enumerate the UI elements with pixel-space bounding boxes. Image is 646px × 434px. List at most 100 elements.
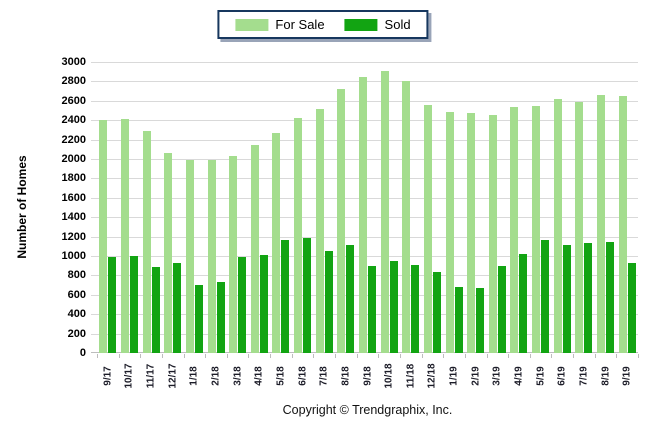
y-tick-label-2600: 2600 bbox=[61, 94, 86, 107]
x-axis-tick bbox=[464, 354, 466, 358]
x-tick-label-text: 11/17 bbox=[145, 363, 157, 389]
x-tick-label-4/19: 4/19 bbox=[508, 359, 530, 393]
x-tick-label-5/19: 5/19 bbox=[530, 359, 552, 393]
x-tick-label-text: 12/17 bbox=[167, 363, 179, 389]
bar-group-8/19 bbox=[595, 62, 617, 353]
x-axis-tick bbox=[616, 354, 618, 358]
x-tick-label-2/19: 2/19 bbox=[465, 359, 487, 393]
bar-group-10/17 bbox=[119, 62, 141, 353]
y-tick-label-2400: 2400 bbox=[61, 114, 86, 127]
x-axis-tick bbox=[205, 354, 207, 358]
x-tick-label-text: 9/18 bbox=[362, 366, 373, 386]
x-tick-label-text: 3/18 bbox=[232, 366, 244, 386]
for-sale-bar-1/19 bbox=[445, 112, 454, 353]
for-sale-bar-6/19 bbox=[553, 98, 562, 353]
x-tick-label-text: 7/19 bbox=[578, 366, 590, 386]
legend-item-sold: Sold bbox=[344, 17, 411, 32]
bar-group-4/19 bbox=[508, 62, 530, 353]
x-axis-tick bbox=[399, 354, 401, 358]
sold-bar-11/18 bbox=[411, 264, 420, 353]
bar-group-3/19 bbox=[487, 62, 509, 353]
for-sale-bar-10/17 bbox=[120, 119, 129, 353]
bar-group-7/19 bbox=[573, 62, 595, 353]
x-tick-label-text: 10/17 bbox=[123, 363, 135, 389]
y-tick-label-1600: 1600 bbox=[61, 191, 86, 204]
x-tick-label-text: 1/19 bbox=[448, 366, 460, 386]
for-sale-bar-10/18 bbox=[380, 70, 389, 353]
x-tick-label-text: 1/18 bbox=[188, 366, 200, 386]
for-sale-bar-4/19 bbox=[510, 106, 519, 353]
bar-group-7/18 bbox=[313, 62, 335, 353]
x-axis-ticks bbox=[97, 354, 639, 358]
x-tick-label-3/18: 3/18 bbox=[227, 359, 249, 393]
for-sale-bar-7/18 bbox=[315, 108, 324, 353]
sold-bar-7/18 bbox=[324, 251, 333, 353]
bar-group-12/18 bbox=[422, 62, 444, 353]
x-axis-tick bbox=[97, 354, 98, 358]
x-tick-label-5/18: 5/18 bbox=[270, 359, 292, 393]
bar-group-6/19 bbox=[551, 62, 573, 353]
x-tick-label-text: 8/18 bbox=[340, 366, 352, 386]
sold-bar-12/17 bbox=[173, 262, 182, 353]
x-tick-label-8/19: 8/19 bbox=[595, 359, 617, 393]
x-axis-tick bbox=[291, 354, 293, 358]
for-sale-bar-2/19 bbox=[467, 113, 476, 353]
for-sale-bar-7/19 bbox=[575, 101, 584, 353]
for-sale-legend-label: For Sale bbox=[275, 17, 325, 32]
sold-bar-4/18 bbox=[259, 255, 268, 353]
sold-bar-9/18 bbox=[368, 265, 376, 353]
bar-group-1/19 bbox=[443, 62, 465, 353]
y-tick-label-400: 400 bbox=[67, 308, 86, 321]
for-sale-bar-9/18 bbox=[359, 76, 367, 353]
sold-bar-3/18 bbox=[238, 256, 247, 353]
x-axis-tick bbox=[270, 354, 272, 358]
x-tick-label-8/18: 8/18 bbox=[335, 359, 357, 393]
y-tick-label-2200: 2200 bbox=[61, 133, 86, 146]
sold-bar-5/18 bbox=[281, 240, 290, 353]
x-axis-tick bbox=[118, 354, 120, 358]
x-tick-label-2/18: 2/18 bbox=[205, 359, 227, 393]
y-tick-label-200: 200 bbox=[67, 327, 86, 340]
x-tick-label-text: 5/18 bbox=[275, 366, 287, 386]
bar-group-6/18 bbox=[292, 62, 314, 353]
bar-group-11/17 bbox=[140, 62, 162, 353]
x-tick-label-text: 6/19 bbox=[556, 366, 568, 386]
for-sale-bar-12/17 bbox=[164, 153, 173, 353]
legend-item-for-sale: For Sale bbox=[235, 17, 325, 32]
bar-group-9/19 bbox=[616, 62, 638, 353]
bar-group-1/18 bbox=[184, 62, 206, 353]
x-tick-label-9/18: 9/18 bbox=[357, 359, 379, 393]
y-axis-tick-labels: 0 200 400 600 800 1000 1200 1400 1600 1800 2000 220… bbox=[0, 56, 86, 359]
x-tick-label-text: 7/18 bbox=[318, 366, 330, 386]
x-axis-tick bbox=[313, 354, 315, 358]
x-tick-label-11/17: 11/17 bbox=[140, 359, 162, 393]
x-tick-label-text: 2/18 bbox=[210, 366, 222, 386]
sold-legend-label: Sold bbox=[384, 17, 411, 32]
x-tick-label-6/18: 6/18 bbox=[292, 359, 314, 393]
x-tick-label-1/19: 1/19 bbox=[443, 359, 465, 393]
y-tick-label-800: 800 bbox=[67, 269, 86, 282]
x-tick-label-text: 8/19 bbox=[600, 366, 612, 386]
x-tick-label-7/18: 7/18 bbox=[313, 359, 335, 393]
sold-bar-11/17 bbox=[151, 266, 160, 353]
bar-group-3/18 bbox=[227, 62, 249, 353]
x-axis-tick bbox=[356, 354, 358, 358]
sold-bar-10/18 bbox=[389, 260, 398, 353]
x-tick-label-text: 9/19 bbox=[621, 366, 633, 386]
x-tick-label-11/18: 11/18 bbox=[400, 359, 422, 393]
x-tick-label-10/17: 10/17 bbox=[119, 359, 141, 393]
y-tick-label-600: 600 bbox=[67, 288, 86, 301]
for-sale-bar-8/19 bbox=[597, 94, 606, 353]
sold-bar-8/18 bbox=[346, 245, 355, 353]
sold-bar-1/19 bbox=[454, 287, 463, 353]
for-sale-bar-5/18 bbox=[272, 132, 281, 353]
sold-bar-1/18 bbox=[194, 285, 203, 353]
bar-group-10/18 bbox=[378, 62, 400, 353]
x-tick-label-text: 4/18 bbox=[253, 366, 265, 386]
for-sale-bar-6/18 bbox=[294, 118, 303, 353]
sold-bar-6/18 bbox=[303, 237, 312, 353]
sold-bar-2/19 bbox=[476, 288, 485, 353]
x-axis-tick-labels: 9/17 10/17 11/17 12/17 1/18 2/18 3/18 4/18 5/18 6… bbox=[97, 359, 638, 393]
x-tick-label-text: 4/19 bbox=[513, 366, 525, 386]
sold-swatch-icon bbox=[344, 18, 378, 31]
